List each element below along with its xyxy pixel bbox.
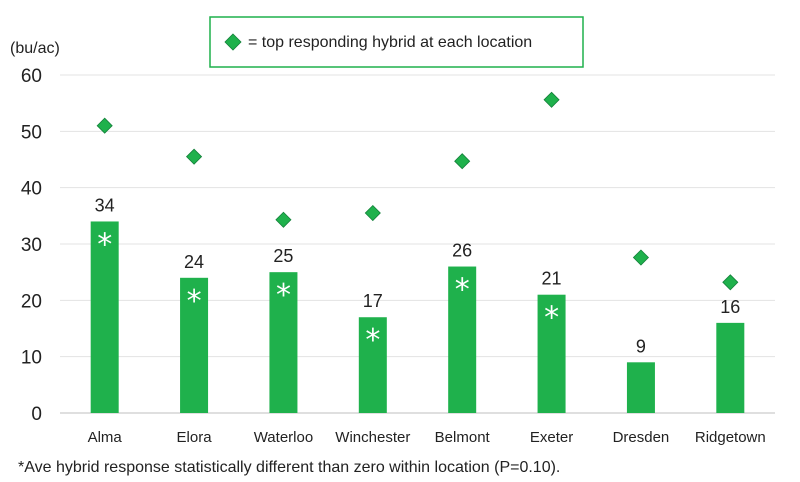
bar-exeter — [537, 294, 566, 413]
bars: 34 * 24 * 25 * 17 * 26 * 21 * 9 16 — [90, 195, 745, 413]
diamond-marker-exeter — [543, 91, 560, 108]
bar-elora — [180, 277, 209, 413]
legend: = top responding hybrid at each location — [209, 16, 584, 68]
significance-asterisk: * — [455, 273, 470, 308]
footnote: *Ave hybrid response statistically diffe… — [18, 459, 561, 476]
x-axis: Alma Elora Waterloo Winchester Belmont Exeter… — [88, 429, 766, 446]
bar-value-label: 17 — [363, 291, 383, 311]
y-tick-label: 40 — [21, 179, 42, 200]
diamond-marker-alma — [96, 117, 113, 134]
y-axis: 0 10 20 30 40 50 60 — [21, 66, 42, 425]
bar-value-label: 9 — [636, 336, 646, 356]
bar-chart: 0 10 20 30 40 50 60 (bu/ac) 34 * 24 * 25 * 17 * 26 * 21 *… — [10, 16, 775, 446]
diamond-marker-ridgetown — [722, 274, 739, 291]
y-axis-unit-label: (bu/ac) — [10, 40, 60, 57]
bar-belmont — [448, 266, 477, 413]
y-tick-label: 10 — [21, 348, 42, 369]
significance-asterisk: * — [187, 284, 202, 319]
top-hybrid-markers — [96, 91, 739, 291]
legend-diamond-icon — [224, 33, 242, 51]
bar-value-label: 21 — [542, 269, 562, 289]
x-tick-label: Winchester — [335, 429, 410, 446]
x-tick-label: Waterloo — [254, 429, 313, 446]
bar-winchester — [358, 317, 387, 413]
x-tick-label: Exeter — [530, 429, 573, 446]
diamond-marker-waterloo — [275, 211, 292, 228]
bar-value-label: 34 — [95, 195, 115, 215]
x-tick-label: Alma — [88, 429, 123, 446]
diamond-marker-winchester — [364, 204, 381, 222]
bar-alma — [90, 221, 119, 413]
x-tick-label: Ridgetown — [695, 429, 766, 446]
diamond-marker-belmont — [454, 153, 471, 170]
y-tick-label: 50 — [21, 122, 42, 143]
bar-value-label: 24 — [184, 252, 204, 272]
legend-box — [209, 16, 584, 68]
bar-value-label: 16 — [720, 297, 740, 317]
gridlines — [60, 74, 775, 414]
bar-value-label: 26 — [452, 241, 472, 261]
significance-asterisk: * — [544, 301, 559, 336]
y-tick-label: 0 — [31, 404, 42, 425]
diamond-marker-elora — [185, 148, 203, 165]
x-tick-label: Elora — [177, 429, 213, 446]
y-tick-label: 20 — [21, 291, 42, 312]
bar-dresden — [626, 362, 655, 413]
bar-value-label: 25 — [273, 246, 293, 266]
significance-asterisk: * — [97, 227, 112, 262]
significance-asterisk: * — [276, 278, 291, 313]
x-tick-label: Dresden — [613, 429, 670, 446]
bar-waterloo — [269, 272, 298, 413]
x-tick-label: Belmont — [435, 429, 491, 446]
y-tick-label: 30 — [21, 235, 42, 256]
bar-ridgetown — [716, 322, 745, 413]
y-tick-label: 60 — [21, 66, 42, 87]
significance-asterisk: * — [365, 323, 380, 358]
diamond-marker-dresden — [632, 249, 650, 266]
legend-label: = top responding hybrid at each location — [248, 34, 532, 51]
